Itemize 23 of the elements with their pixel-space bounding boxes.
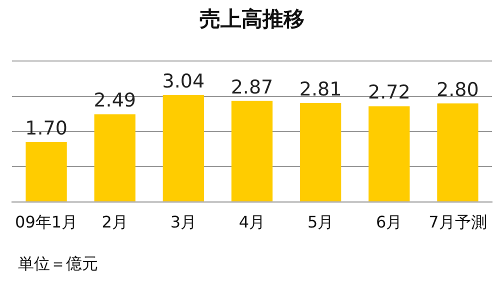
bar (300, 103, 342, 202)
bar (437, 103, 478, 202)
bar (368, 106, 410, 202)
x-tick-label: 3月 (170, 212, 197, 232)
x-tick-label: 5月 (307, 212, 334, 232)
data-label: 1.70 (25, 117, 68, 140)
x-tick-label: 2月 (102, 212, 128, 232)
text: 単位＝億元 (18, 254, 98, 274)
bar (231, 100, 273, 202)
bar (26, 142, 67, 202)
data-label: 2.81 (299, 78, 342, 100)
data-label: 2.87 (230, 76, 274, 98)
x-tick-label: 4月 (238, 212, 266, 232)
bar (162, 94, 204, 202)
data-label: 2.72 (368, 82, 410, 104)
data-label: 2.49 (94, 90, 136, 112)
data-label: 3.04 (162, 70, 205, 92)
bar (94, 114, 136, 202)
x-tick-label: 7月予測 (428, 212, 487, 232)
x-tick-label: 09年1月 (15, 212, 78, 232)
data-label: 2.80 (436, 78, 479, 101)
chart-title: 売上高推移 (200, 7, 304, 32)
x-tick-label: 6月 (376, 212, 402, 232)
